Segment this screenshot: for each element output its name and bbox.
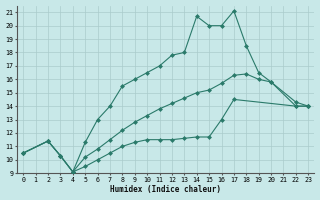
X-axis label: Humidex (Indice chaleur): Humidex (Indice chaleur) bbox=[110, 185, 221, 194]
